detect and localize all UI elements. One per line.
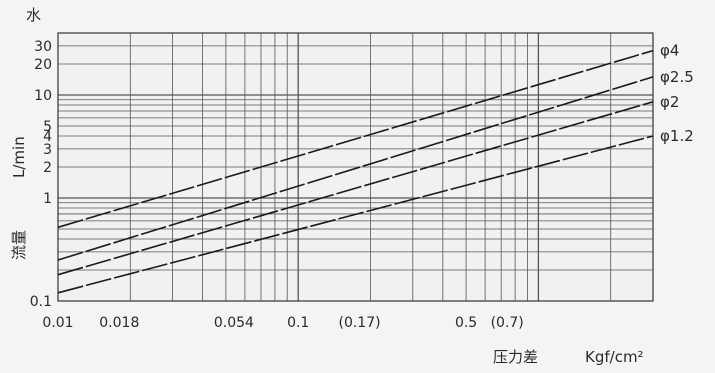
series-line-3: [57, 135, 654, 294]
x-tick-label: 0.5: [455, 315, 477, 331]
y-tick-labels: 0.1 1 2 345 10 20 30: [30, 39, 52, 310]
y-tick-label: 4: [43, 129, 52, 145]
plot-frame: [57, 32, 654, 302]
y-top-label: 水: [26, 6, 41, 24]
y-axis-label-bottom: 流量: [10, 230, 28, 260]
series-line-2: [57, 101, 654, 276]
y-tick-label: 10: [34, 88, 52, 104]
series-labels: φ4 φ2.5 φ2 φ1.2: [660, 42, 694, 145]
x-tick-labels: 0.01 0.018 0.054 0.1 (0.17) 0.5 (0.7): [42, 315, 523, 331]
x-axis-label: 压力差: [493, 348, 538, 366]
y-tick-label: 5: [43, 119, 52, 135]
y-tick-label: 0.1: [30, 294, 52, 310]
y-tick-label: 3: [43, 142, 52, 158]
series-lines: [57, 49, 654, 294]
y-axis-label-top: L/min: [10, 136, 28, 178]
x-tick-label: 0.054: [214, 315, 254, 331]
series-line-1: [57, 76, 654, 261]
y-tick-label: 30: [34, 39, 52, 55]
series-label-0: φ4: [660, 42, 679, 60]
series-label-2: φ2: [660, 93, 679, 111]
grid: [58, 33, 653, 301]
x-tick-label: 0.1: [287, 315, 309, 331]
x-tick-label: (0.17): [338, 315, 380, 331]
series-label-1: φ2.5: [660, 68, 694, 86]
series-label-3: φ1.2: [660, 127, 694, 145]
x-axis-unit: Kgf/cm²: [585, 348, 644, 366]
y-tick-label: 1: [43, 191, 52, 207]
y-tick-label: 20: [34, 57, 52, 73]
x-tick-label: 0.018: [99, 315, 139, 331]
x-tick-label: 0.01: [42, 315, 73, 331]
y-tick-label: 2: [43, 160, 52, 176]
x-tick-label: (0.7): [491, 315, 524, 331]
series-line-0: [57, 49, 654, 229]
